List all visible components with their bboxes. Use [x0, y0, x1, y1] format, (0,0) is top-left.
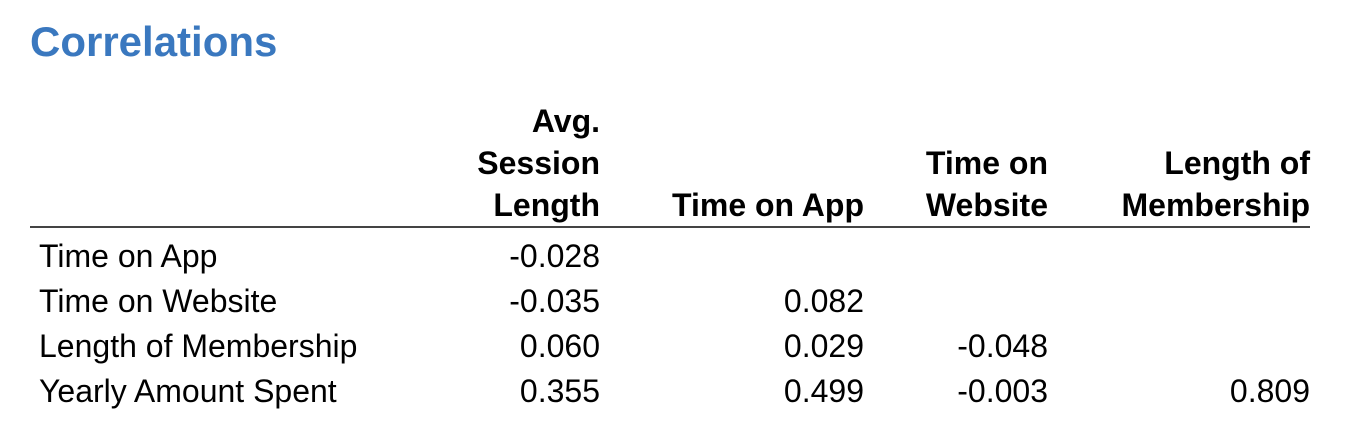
cell-value: -0.048 [957, 328, 1048, 364]
header-blank [30, 100, 445, 228]
cell-value: 0.809 [1229, 373, 1310, 409]
header-avg-session-length: Avg. Session Length [445, 100, 600, 228]
cell-value [864, 227, 1048, 279]
header-line: Time on App [672, 187, 864, 223]
table-row: Length of Membership 0.060 0.029 -0.048 [30, 324, 1310, 369]
header-row: Avg. Session Length Time on App Time on … [30, 100, 1310, 228]
header-time-on-website: Time on Website [864, 100, 1048, 228]
cell-value: 0.082 [783, 283, 864, 319]
cell-value [1048, 324, 1310, 369]
row-label: Time on App [39, 238, 218, 274]
cell-value: -0.028 [509, 238, 600, 274]
cell-value: -0.035 [509, 283, 600, 319]
cell-value: -0.003 [957, 373, 1048, 409]
row-label: Yearly Amount Spent [39, 373, 337, 409]
cell-value [600, 227, 864, 279]
table-row: Time on App -0.028 [30, 227, 1310, 279]
cell-value [864, 279, 1048, 324]
cell-value [1048, 279, 1310, 324]
header-line: Length of [1164, 145, 1310, 181]
header-line: Length [493, 187, 600, 223]
cell-value: 0.060 [519, 328, 600, 364]
correlations-title: Correlations [30, 18, 278, 65]
header-line: Session [477, 145, 600, 181]
cell-value: 0.029 [783, 328, 864, 364]
header-time-on-app: Time on App [600, 100, 864, 228]
header-length-of-membership: Length of Membership [1048, 100, 1310, 228]
header-line: Membership [1121, 187, 1310, 223]
row-label: Time on Website [39, 283, 278, 319]
correlations-table: Avg. Session Length Time on App Time on … [30, 100, 1310, 414]
table-row: Yearly Amount Spent 0.355 0.499 -0.003 0… [30, 369, 1310, 414]
header-line: Avg. [531, 103, 600, 139]
header-line: Website [925, 187, 1048, 223]
cell-value [1048, 227, 1310, 279]
table-row: Time on Website -0.035 0.082 [30, 279, 1310, 324]
cell-value: 0.355 [519, 373, 600, 409]
cell-value: 0.499 [783, 373, 864, 409]
row-label: Length of Membership [39, 328, 358, 364]
header-line: Time on [925, 145, 1048, 181]
